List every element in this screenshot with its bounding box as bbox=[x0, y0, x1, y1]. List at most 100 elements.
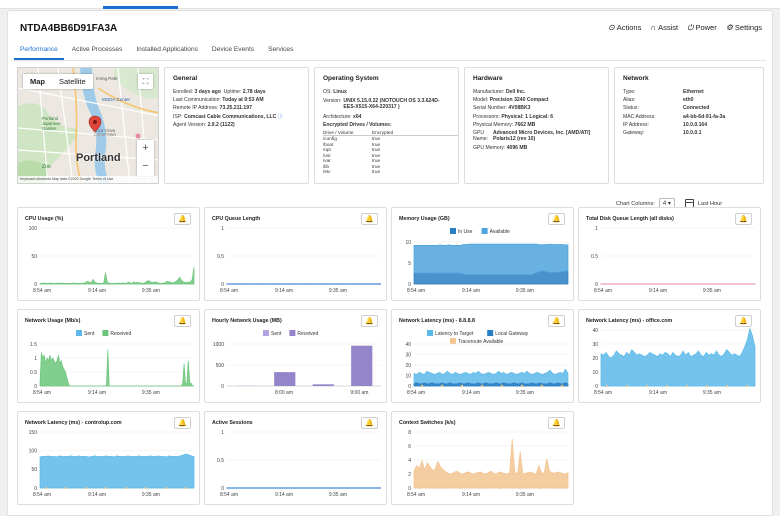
traceroute-marker[interactable] bbox=[439, 487, 441, 489]
traceroute-marker[interactable] bbox=[540, 384, 544, 388]
y-tick-label: 500 bbox=[216, 363, 225, 369]
memory-label: Physical Memory: bbox=[473, 121, 514, 128]
zoom-out-button[interactable]: − bbox=[142, 160, 149, 172]
alert-bell-icon[interactable]: 🔔 bbox=[361, 315, 378, 327]
alert-bell-icon[interactable]: 🔔 bbox=[735, 315, 752, 327]
traceroute-marker[interactable] bbox=[479, 487, 481, 489]
alert-bell-icon[interactable]: 🔔 bbox=[361, 213, 378, 225]
traceroute-marker[interactable] bbox=[686, 385, 688, 387]
series-area-lato[interactable] bbox=[600, 327, 756, 387]
settings-button[interactable]: ⚙ Settings bbox=[726, 23, 762, 32]
fullscreen-icon[interactable]: ⛶ bbox=[138, 74, 153, 89]
time-range-label[interactable]: Last Hour bbox=[697, 200, 723, 207]
map-view-button[interactable]: Map bbox=[23, 74, 52, 89]
series-area-ctx[interactable] bbox=[413, 438, 569, 489]
type-label: Type: bbox=[623, 89, 636, 95]
series-area-cpu[interactable] bbox=[39, 267, 195, 285]
agent-value: 2.9.2 (1122) bbox=[207, 121, 235, 128]
network-grid: Type: Ethernet Alias: eth0 Status: Connecte… bbox=[623, 88, 763, 137]
traceroute-marker[interactable] bbox=[419, 487, 421, 489]
version-value-1: UNIX 5.15.0.22 (NOTOUCH OS 3.3.624D- bbox=[343, 98, 440, 105]
x-tick-label: 9:14 am bbox=[88, 492, 106, 498]
legend-label: Sent bbox=[84, 331, 95, 337]
data-point bbox=[242, 487, 244, 489]
alert-bell-icon[interactable]: 🔔 bbox=[548, 417, 565, 429]
traceroute-marker[interactable] bbox=[520, 384, 524, 388]
series-area-latc[interactable] bbox=[39, 453, 195, 489]
traceroute-marker[interactable] bbox=[726, 385, 728, 387]
series-area-Local Gateway[interactable] bbox=[413, 382, 569, 387]
tab-services[interactable]: Services bbox=[268, 46, 294, 53]
actions-button[interactable]: ⊙ Actions bbox=[608, 23, 641, 32]
series-area-Available[interactable] bbox=[413, 243, 569, 276]
traceroute-marker[interactable] bbox=[459, 487, 461, 489]
traceroute-marker[interactable] bbox=[420, 384, 424, 388]
alert-bell-icon[interactable]: 🔔 bbox=[174, 315, 191, 327]
table-row: /boot true bbox=[323, 142, 458, 148]
alert-bell-icon[interactable]: 🔔 bbox=[548, 315, 565, 327]
alert-bell-icon[interactable]: 🔔 bbox=[174, 417, 191, 429]
data-point bbox=[309, 283, 312, 285]
tab-device-events[interactable]: Device Events bbox=[211, 46, 255, 53]
memory-row: Physical Memory: 7662 MB bbox=[473, 121, 608, 129]
tab-active-processes[interactable]: Active Processes bbox=[71, 46, 123, 53]
traceroute-marker[interactable] bbox=[440, 384, 444, 388]
data-point bbox=[367, 283, 369, 285]
bar-Received[interactable] bbox=[312, 384, 334, 386]
alert-bell-icon[interactable]: 🔔 bbox=[548, 213, 565, 225]
tab-installed-applications[interactable]: Installed Applications bbox=[136, 46, 198, 53]
version-value-2: EES-X515-X64-220317 ) bbox=[343, 104, 400, 111]
y-tick-label: 50 bbox=[31, 467, 37, 473]
traceroute-marker[interactable] bbox=[65, 487, 67, 489]
alert-bell-icon[interactable]: 🔔 bbox=[361, 417, 378, 429]
traceroute-marker[interactable] bbox=[666, 385, 668, 387]
bar-Received[interactable] bbox=[274, 372, 296, 386]
y-tick-label: 0.5 bbox=[591, 254, 598, 260]
data-point bbox=[372, 283, 374, 285]
traceroute-marker[interactable] bbox=[560, 384, 564, 388]
traceroute-marker[interactable] bbox=[499, 487, 501, 489]
location-map[interactable]: Irving Park MODA Center Portland Japanes… bbox=[17, 67, 159, 184]
bar-Received[interactable] bbox=[351, 345, 373, 386]
traceroute-marker[interactable] bbox=[559, 487, 561, 489]
zoom-in-button[interactable]: + bbox=[142, 142, 149, 154]
data-point bbox=[341, 283, 343, 285]
traceroute-marker[interactable] bbox=[125, 487, 127, 489]
power-button[interactable]: ⏻ Power bbox=[687, 23, 717, 32]
series-area-Latency to Target[interactable] bbox=[413, 368, 569, 387]
traceroute-marker[interactable] bbox=[706, 385, 708, 387]
traceroute-marker[interactable] bbox=[185, 487, 187, 489]
traceroute-marker[interactable] bbox=[500, 384, 504, 388]
traceroute-marker[interactable] bbox=[626, 385, 628, 387]
data-point bbox=[257, 487, 259, 489]
traceroute-marker[interactable] bbox=[519, 487, 521, 489]
x-tick-label: 9:35 am bbox=[142, 288, 160, 294]
alert-bell-icon[interactable]: 🔔 bbox=[174, 213, 191, 225]
traceroute-marker[interactable] bbox=[460, 384, 464, 388]
satellite-view-button[interactable]: Satellite bbox=[59, 77, 86, 86]
traceroute-marker[interactable] bbox=[746, 385, 748, 387]
device-panel: NTDA4BB6D91FA3A ⊙ Actions ∩ Assist ⏻ Power … bbox=[7, 10, 773, 516]
chart-svg: 0 0.5 1 8:54 am 9:14 am 9:35 am bbox=[591, 226, 756, 294]
traceroute-marker[interactable] bbox=[45, 487, 47, 489]
series-area-Received[interactable] bbox=[39, 349, 194, 387]
info-icon[interactable]: ⓘ bbox=[277, 113, 283, 120]
y-tick-label: 0 bbox=[408, 486, 411, 492]
traceroute-marker[interactable] bbox=[85, 487, 87, 489]
x-tick-label: 9:00 am bbox=[350, 390, 368, 396]
traceroute-marker[interactable] bbox=[539, 487, 541, 489]
data-point bbox=[236, 487, 239, 489]
drive-encrypted: true bbox=[372, 158, 381, 164]
assist-button[interactable]: ∩ Assist bbox=[650, 23, 678, 32]
data-point bbox=[268, 283, 270, 285]
traceroute-marker[interactable] bbox=[165, 487, 167, 489]
data-point bbox=[654, 283, 656, 285]
traceroute-marker[interactable] bbox=[480, 384, 484, 388]
traceroute-marker[interactable] bbox=[105, 487, 107, 489]
alert-bell-icon[interactable]: 🔔 bbox=[735, 213, 752, 225]
traceroute-marker[interactable] bbox=[145, 487, 147, 489]
manufacturer-label: Manufacturer: bbox=[473, 89, 505, 95]
traceroute-marker[interactable] bbox=[606, 385, 608, 387]
tab-performance[interactable]: Performance bbox=[14, 44, 64, 60]
traceroute-marker[interactable] bbox=[646, 385, 648, 387]
